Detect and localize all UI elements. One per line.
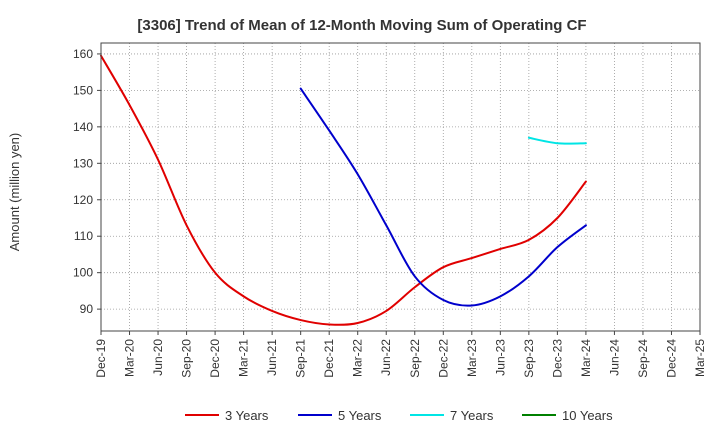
x-tick-label: Mar-22 xyxy=(351,339,365,377)
y-tick-label: 140 xyxy=(73,120,93,134)
x-tick-label: Dec-22 xyxy=(436,339,450,378)
x-tick-label: Dec-24 xyxy=(664,339,678,378)
y-tick-label: 150 xyxy=(73,83,93,97)
y-ticks: 90 100 110 120 130 140 150 160 xyxy=(73,47,101,316)
grid xyxy=(100,43,701,331)
chart-title: [3306] Trend of Mean of 12-Month Moving … xyxy=(137,17,586,34)
plot-frame xyxy=(100,42,701,332)
legend-label-5-years: 5 Years xyxy=(338,408,382,423)
legend-label-3-years: 3 Years xyxy=(225,408,269,423)
x-tick-label: Sep-20 xyxy=(180,339,194,378)
x-tick-label: Mar-21 xyxy=(237,339,251,377)
x-tick-label: Jun-20 xyxy=(151,339,165,376)
x-tick-label: Jun-24 xyxy=(607,339,621,376)
y-tick-label: 120 xyxy=(73,193,93,207)
series-line-3-years xyxy=(100,54,587,326)
legend-label-7-years: 7 Years xyxy=(450,408,494,423)
x-tick-label: Dec-19 xyxy=(94,339,108,378)
x-tick-label: Sep-22 xyxy=(408,339,422,378)
y-tick-label: 130 xyxy=(73,156,93,170)
x-tick-label: Dec-21 xyxy=(322,339,336,378)
x-tick-label: Mar-25 xyxy=(693,339,707,377)
x-tick-label: Mar-24 xyxy=(579,339,593,377)
legend-label-10-years: 10 Years xyxy=(562,408,613,423)
y-tick-label: 110 xyxy=(74,229,93,243)
x-tick-label: Mar-20 xyxy=(123,339,137,377)
x-tick-label: Sep-23 xyxy=(522,339,536,378)
series-layer xyxy=(100,54,587,326)
y-axis-label: Amount (million yen) xyxy=(7,133,22,252)
y-tick-label: 100 xyxy=(73,266,93,280)
x-tick-label: Jun-23 xyxy=(493,339,507,376)
x-tick-label: Mar-23 xyxy=(465,339,479,377)
x-tick-label: Jun-21 xyxy=(265,339,279,376)
x-tick-label: Dec-20 xyxy=(208,339,222,378)
y-tick-label: 160 xyxy=(73,47,93,61)
x-tick-label: Sep-21 xyxy=(294,339,308,378)
x-ticks: Dec-19 Mar-20 Jun-20 Sep-20 Dec-20 Mar-21 Jun-… xyxy=(94,331,707,378)
series-line-7-years xyxy=(527,136,587,145)
legend: 3 Years 5 Years 7 Years 10 Years xyxy=(185,408,613,423)
series-line-5-years xyxy=(299,87,587,307)
x-tick-label: Dec-23 xyxy=(550,339,564,378)
x-tick-label: Sep-24 xyxy=(636,339,650,378)
x-tick-label: Jun-22 xyxy=(379,339,393,376)
y-tick-label: 90 xyxy=(80,302,94,316)
